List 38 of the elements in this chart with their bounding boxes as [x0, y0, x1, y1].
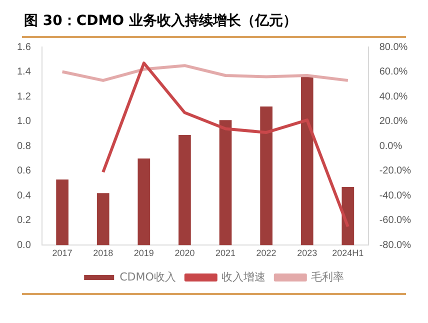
y-tick-label: 1.2 [16, 91, 32, 102]
bar [219, 120, 232, 246]
bar [56, 180, 68, 246]
y2-tick-label: 80.0% [379, 42, 408, 53]
x-tick-label: 2017 [52, 248, 72, 258]
y-tick-label: 0.6 [16, 166, 32, 177]
x-tick-label: 2018 [93, 248, 114, 258]
x-tick-label: 2024H1 [332, 248, 364, 258]
x-tick-label: 2021 [215, 248, 236, 258]
legend-label: 毛利率 [310, 270, 344, 284]
x-tick-label: 2019 [134, 248, 154, 258]
y-tick-label: 0.2 [16, 215, 32, 226]
legend-label: CDMO收入 [120, 270, 176, 284]
x-tick-label: 2022 [256, 248, 276, 258]
y2-tick-label: 60.0% [379, 66, 408, 78]
y2-tick-label: -60.0% [379, 215, 412, 226]
y2-tick-label: 0.0% [379, 140, 402, 152]
y-tick-label: 1.0 [16, 116, 32, 128]
bar [342, 186, 354, 246]
y2-tick-label: 40.0% [379, 91, 408, 102]
y-tick-label: 0.4 [16, 190, 32, 202]
y-tick-label: 0.0 [16, 240, 32, 251]
bar [96, 193, 110, 246]
legend-label: 收入增速 [221, 270, 266, 284]
chart-title: 图 30：CDMO 业务收入持续增长（亿元） [23, 12, 298, 31]
y-tick-label: 0.8 [16, 140, 32, 152]
y-tick-label: 1.4 [16, 66, 32, 78]
y2-tick-label: 20.0% [379, 116, 408, 128]
y-tick-label: 1.6 [16, 42, 32, 53]
bar [260, 106, 272, 246]
y2-tick-label: -20.0% [379, 166, 412, 177]
bar [300, 76, 314, 246]
y2-tick-label: -80.0% [379, 240, 412, 251]
x-tick-label: 2023 [297, 248, 318, 258]
bar [138, 158, 150, 246]
bar [178, 134, 191, 246]
x-tick-label: 2020 [174, 248, 195, 258]
y2-tick-label: -40.0% [379, 190, 412, 202]
